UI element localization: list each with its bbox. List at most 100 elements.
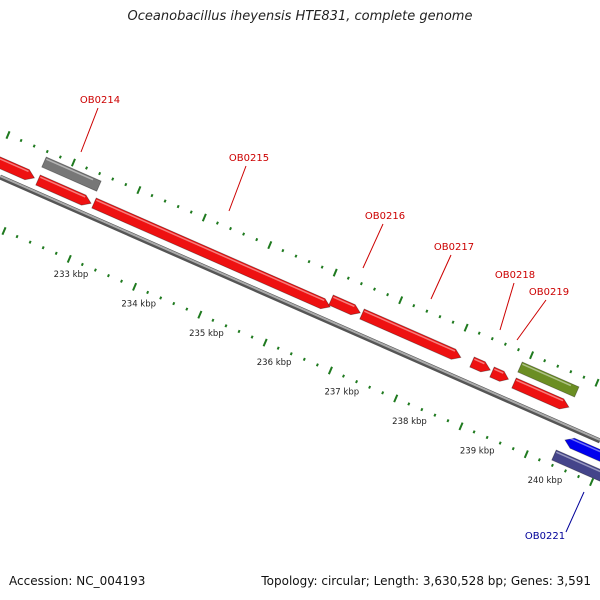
upper-tick (320, 265, 324, 269)
upper-tick (543, 359, 547, 363)
gene-label: OB0216 (365, 211, 405, 222)
upper-tick (70, 158, 76, 167)
lower-tick (93, 268, 97, 272)
upper-tick (150, 193, 154, 198)
lower-tick (537, 458, 541, 462)
lower-tick (120, 279, 123, 283)
upper-tick (373, 287, 376, 291)
upper-tick (98, 171, 102, 176)
upper-tick (503, 342, 507, 346)
upper-tick (255, 237, 259, 242)
upper-tick (463, 323, 469, 332)
lower-tick-track (1, 226, 595, 487)
scale-label: 236 kbp (257, 358, 292, 368)
lower-tick (564, 469, 567, 473)
lower-tick (146, 290, 150, 295)
upper-tick (215, 221, 219, 225)
lower-tick (381, 391, 385, 395)
upper-tick (594, 378, 600, 387)
lower-tick (185, 307, 189, 311)
upper-tick (386, 292, 390, 297)
genome-backbone-highlight (0, 175, 600, 441)
gene-features (0, 155, 600, 485)
lower-tick (511, 446, 515, 451)
lower-tick (577, 474, 581, 479)
lower-tick (485, 435, 489, 440)
lower-tick (302, 357, 306, 362)
lower-tick (1, 226, 7, 236)
lower-tick (420, 407, 424, 412)
lower-tick (159, 296, 163, 300)
lower-tick (393, 394, 399, 403)
label-leader-line (565, 491, 585, 533)
label-leader-line (362, 223, 384, 269)
gene-arrow (91, 197, 331, 310)
upper-tick (490, 337, 494, 341)
upper-tick (163, 199, 167, 203)
lower-tick (472, 430, 476, 434)
scale-label: 240 kbp (528, 476, 563, 486)
gene-arrow (359, 308, 462, 360)
gene-labels: OB0214 OB0215 OB0216 OB0217 OB0218 OB0219 OB02… (80, 95, 585, 542)
scale-labels: 233 kbp 234 kbp 235 kbp 236 kbp 237 kbp 238 k… (54, 270, 563, 486)
genome-summary-text: Topology: circular; Length: 3,630,528 bp… (261, 574, 591, 588)
scale-label: 234 kbp (121, 299, 156, 309)
lower-tick (589, 478, 595, 487)
upper-tick (229, 226, 232, 231)
upper-tick (176, 204, 180, 209)
upper-tick (124, 182, 128, 187)
lower-tick (28, 240, 32, 244)
upper-tick (32, 144, 36, 148)
gene-label: OB0219 (529, 287, 569, 298)
upper-tick (477, 331, 481, 335)
gene-arrow (35, 174, 92, 206)
lower-tick (197, 310, 203, 319)
lower-tick (433, 413, 437, 417)
upper-tick (569, 370, 573, 374)
upper-tick (58, 155, 62, 159)
lower-tick (172, 301, 176, 306)
gene-arrow (511, 377, 570, 410)
lower-tick (250, 335, 254, 339)
gene-label: OB0215 (229, 153, 269, 164)
lower-tick (106, 273, 110, 278)
scale-label: 238 kbp (392, 417, 427, 427)
lower-tick (368, 385, 372, 389)
lower-tick (355, 379, 359, 384)
upper-tick (582, 375, 586, 379)
label-leader-line (516, 299, 547, 341)
accession-text: Accession: NC_004193 (9, 574, 146, 588)
lower-tick (446, 419, 450, 423)
lower-tick (327, 366, 333, 375)
gene-label: OB0221 (525, 531, 565, 542)
upper-tick (556, 364, 560, 368)
upper-tick (307, 259, 311, 264)
upper-tick (346, 276, 350, 280)
upper-tick (425, 309, 429, 313)
upper-tick (19, 138, 23, 143)
upper-tick (332, 268, 338, 277)
label-leader-line (80, 107, 99, 153)
upper-tick (111, 177, 115, 181)
lower-tick (498, 441, 502, 445)
lower-tick (80, 262, 84, 267)
gene-arrow (0, 155, 36, 181)
upper-tick (85, 166, 89, 170)
lower-tick (237, 329, 241, 334)
upper-tick (438, 315, 442, 319)
gene-label: OB0218 (495, 270, 535, 281)
upper-tick (189, 210, 193, 214)
upper-tick (294, 254, 298, 258)
scale-label: 235 kbp (189, 329, 224, 339)
upper-tick (398, 296, 404, 305)
lower-tick (224, 324, 228, 328)
upper-tick (136, 185, 142, 195)
gene-arrow (489, 366, 510, 382)
lower-tick (342, 374, 345, 378)
lower-tick (289, 352, 293, 356)
upper-tick (242, 232, 246, 236)
upper-tick (359, 281, 363, 286)
lower-tick (41, 246, 45, 250)
lower-tick (550, 463, 554, 468)
gene-arrow (469, 356, 491, 373)
